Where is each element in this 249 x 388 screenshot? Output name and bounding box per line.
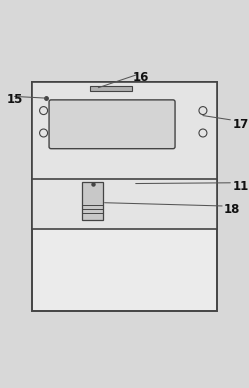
- FancyBboxPatch shape: [49, 100, 175, 149]
- Circle shape: [199, 107, 207, 114]
- Circle shape: [199, 129, 207, 137]
- Bar: [32, 82, 217, 206]
- Bar: [32, 82, 217, 311]
- Text: 17: 17: [233, 118, 249, 131]
- Bar: [82, 182, 103, 220]
- Circle shape: [40, 107, 48, 114]
- Bar: [90, 86, 132, 91]
- Text: 11: 11: [233, 180, 249, 193]
- Text: 18: 18: [224, 203, 241, 216]
- Text: 15: 15: [6, 93, 23, 106]
- Bar: [32, 179, 217, 229]
- Text: 16: 16: [132, 71, 149, 85]
- Circle shape: [40, 129, 48, 137]
